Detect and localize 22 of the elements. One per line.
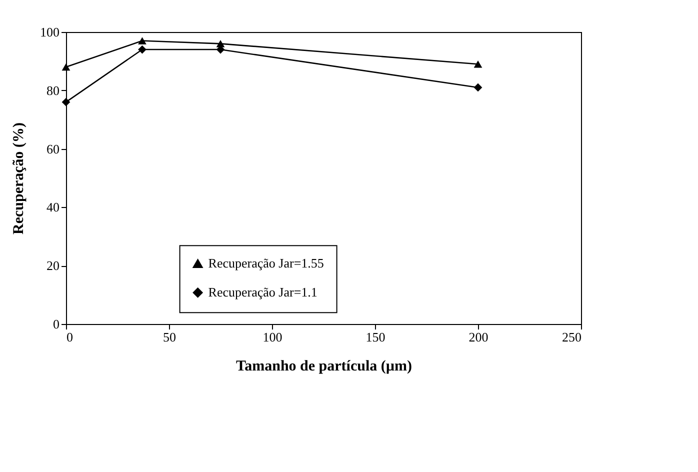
point (62, 63, 70, 71)
x-tick-label: 200 (468, 330, 488, 344)
y-tick-label: 40 (46, 200, 60, 215)
x-tick-label: 50 (163, 330, 176, 344)
y-tick-label: 60 (46, 141, 60, 156)
x-tick-label: 150 (366, 330, 386, 344)
point (474, 60, 482, 68)
y-axis-title: Recuperação (%) (11, 122, 27, 235)
y-tick-label: 100 (40, 24, 60, 40)
legend-label: Recuperação Jar=1.1 (208, 284, 318, 300)
point (474, 83, 482, 92)
x-tick-label: 100 (262, 330, 282, 344)
y-tick-label: 80 (46, 82, 60, 98)
legend-label: Recuperação Jar=1.55 (208, 256, 324, 271)
x-axis-title: Tamanho de partícula (µm) (236, 358, 412, 374)
point (62, 98, 70, 106)
x-tick-label: 0 (66, 330, 73, 344)
x-tick-label: 250 (562, 330, 582, 344)
point (138, 37, 146, 44)
y-tick-label: 0 (53, 316, 60, 332)
y-tick-label: 20 (46, 258, 60, 274)
point (138, 45, 146, 54)
